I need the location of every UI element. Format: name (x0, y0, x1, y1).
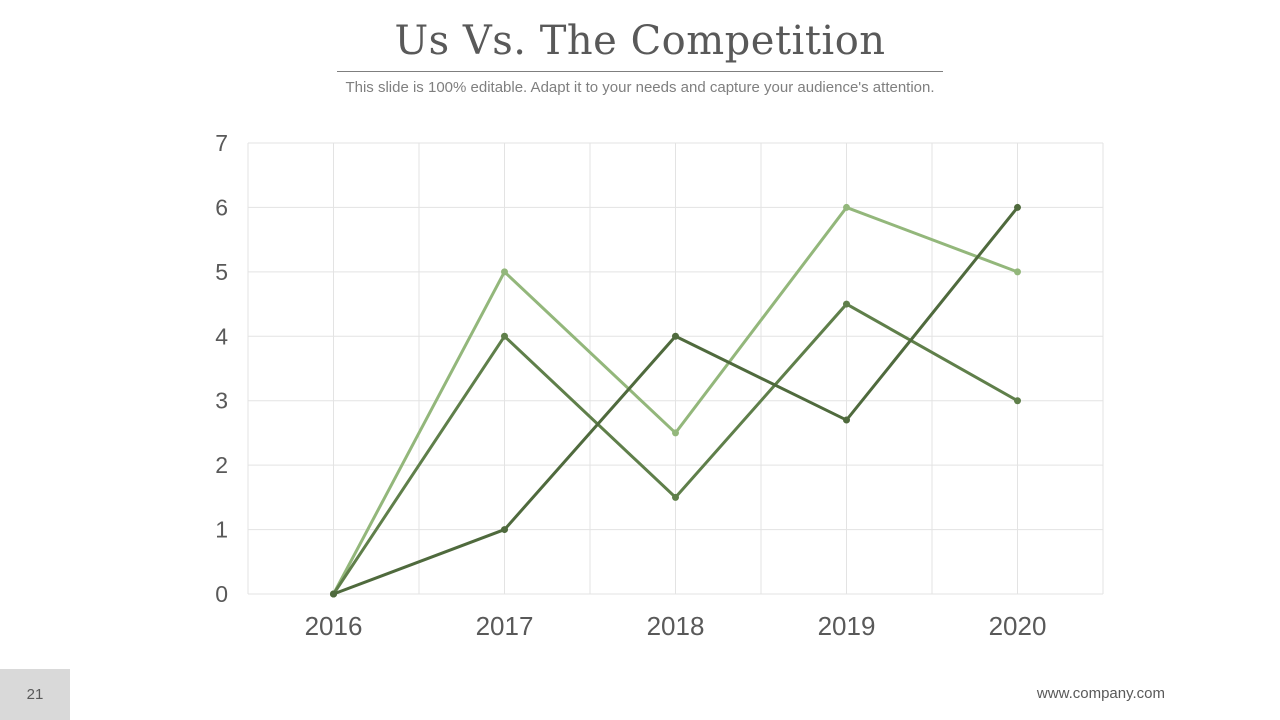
y-tick-label: 5 (215, 259, 228, 285)
data-point (843, 204, 850, 211)
data-point (1014, 268, 1021, 275)
data-point (501, 333, 508, 340)
data-point (843, 301, 850, 308)
y-axis-ticks: 0 1 2 3 4 5 6 7 (215, 130, 228, 607)
data-point (1014, 397, 1021, 404)
x-tick-label: 2016 (305, 611, 363, 641)
chart-grid (248, 143, 1103, 594)
line-chart: 0 1 2 3 4 5 6 7 2016 2017 2018 2019 2020 (0, 0, 1280, 720)
y-tick-label: 1 (215, 517, 228, 543)
data-point (501, 526, 508, 533)
data-point (501, 268, 508, 275)
x-tick-label: 2019 (818, 611, 876, 641)
y-tick-label: 2 (215, 452, 228, 478)
data-point (672, 429, 679, 436)
y-tick-label: 6 (215, 194, 228, 220)
data-point (1014, 204, 1021, 211)
y-tick-label: 7 (215, 130, 228, 156)
x-tick-label: 2017 (476, 611, 534, 641)
data-point (843, 417, 850, 424)
data-point (672, 333, 679, 340)
y-tick-label: 0 (215, 581, 228, 607)
x-axis-ticks: 2016 2017 2018 2019 2020 (305, 611, 1047, 641)
footer-url: www.company.com (1037, 685, 1165, 702)
page-number-label: 21 (27, 686, 44, 703)
x-tick-label: 2020 (989, 611, 1047, 641)
data-point (330, 591, 337, 598)
data-point (672, 494, 679, 501)
page-number: 21 (0, 669, 70, 720)
y-tick-label: 4 (215, 323, 228, 349)
y-tick-label: 3 (215, 388, 228, 414)
x-tick-label: 2018 (647, 611, 705, 641)
